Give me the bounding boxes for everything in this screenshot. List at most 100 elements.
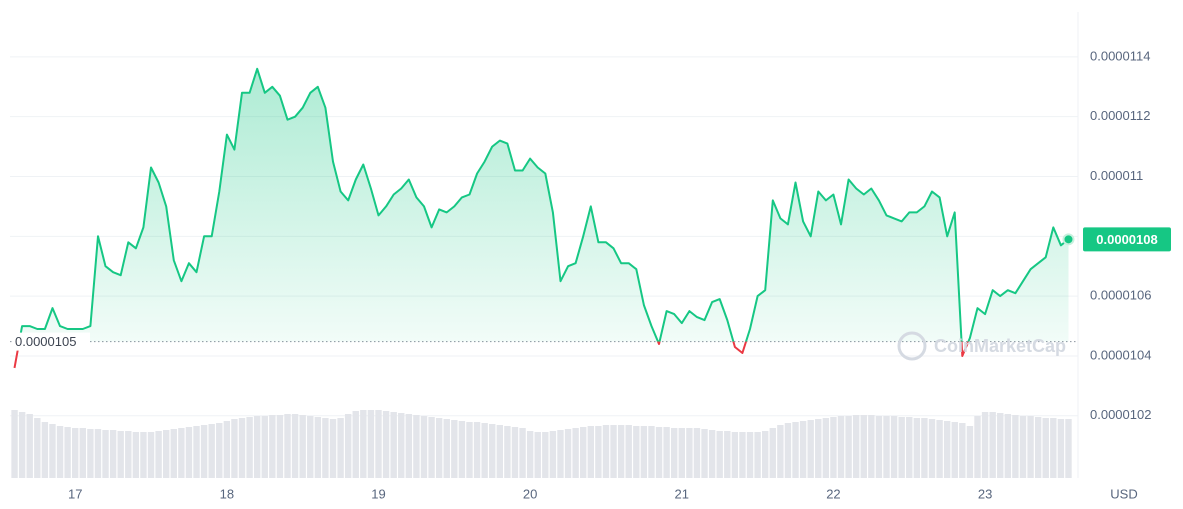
- volume-bar: [132, 432, 140, 478]
- volume-bar: [314, 417, 322, 478]
- volume-bar: [79, 428, 86, 478]
- volume-bar: [443, 419, 450, 478]
- watermark-logo: [897, 331, 927, 361]
- volume-bar: [140, 432, 147, 478]
- volume-bar: [671, 428, 678, 478]
- volume-bar: [549, 431, 557, 478]
- volume-bar: [489, 424, 496, 478]
- volume-bar: [26, 414, 33, 478]
- volume-bar: [663, 427, 670, 478]
- volume-bar: [109, 430, 117, 478]
- x-tick-label: 19: [371, 486, 385, 501]
- volume-bar: [200, 425, 208, 478]
- volume-bar: [162, 430, 170, 478]
- y-tick-label: 0.0000104: [1090, 347, 1151, 362]
- volume-bar: [731, 432, 739, 478]
- volume-bar: [382, 411, 390, 478]
- volume-bar: [504, 426, 511, 478]
- volume-bar: [94, 429, 102, 478]
- volume-bar: [344, 414, 352, 478]
- price-line-up: [18, 67, 1070, 342]
- volume-bar: [936, 420, 943, 478]
- volume-bar: [307, 416, 314, 478]
- volume-bar: [534, 432, 541, 478]
- volume-bar: [435, 418, 443, 478]
- volume-bar: [875, 416, 883, 478]
- volume-bar: [799, 421, 807, 478]
- volume-bar: [269, 415, 276, 478]
- volume-bar: [989, 412, 996, 478]
- volume-bar: [959, 423, 966, 478]
- y-tick-label: 0.000011: [1090, 168, 1143, 183]
- volume-bar: [56, 426, 64, 478]
- volume-bar: [716, 431, 723, 478]
- volume-bar: [1034, 417, 1042, 478]
- volume-bar: [913, 418, 921, 478]
- volume-bar: [246, 417, 253, 478]
- volume-bar: [655, 427, 663, 478]
- volume-bar: [1042, 418, 1049, 478]
- volume-bar: [792, 422, 799, 478]
- volume-bar: [398, 413, 405, 478]
- volume-bar: [951, 422, 958, 478]
- volume-bar: [572, 428, 579, 478]
- volume-bar: [155, 431, 162, 478]
- volume-bar: [238, 418, 246, 478]
- volume-bar: [322, 418, 329, 478]
- volume-bar: [49, 424, 56, 478]
- volume-bar: [974, 416, 981, 478]
- volume-bar: [580, 427, 587, 478]
- volume-bar: [329, 419, 337, 478]
- volume-bar: [761, 431, 769, 478]
- last-point: [1062, 233, 1075, 246]
- volume-bar: [777, 425, 784, 478]
- y-tick-label: 0.0000114: [1090, 48, 1151, 63]
- volume-bar: [807, 420, 814, 478]
- volume-bar: [617, 425, 625, 478]
- volume-bar: [754, 432, 761, 478]
- x-tick-label: 18: [220, 486, 234, 501]
- volume-bar: [496, 425, 504, 478]
- x-tick-label: 23: [978, 486, 992, 501]
- volume-bar: [337, 418, 344, 478]
- volume-bar: [405, 414, 413, 478]
- volume-bar: [678, 428, 685, 478]
- volume-bar: [1057, 419, 1065, 478]
- volume-bar: [511, 427, 519, 478]
- volume-bar: [18, 412, 26, 478]
- volume-bar: [208, 424, 215, 478]
- volume-bar: [784, 423, 792, 478]
- volume-bar: [822, 418, 830, 478]
- volume-bar: [746, 432, 754, 478]
- volume-bar: [147, 432, 155, 478]
- volume-bar: [1004, 414, 1012, 478]
- volume-bar: [648, 426, 655, 478]
- watermark: CoinMarketCap: [934, 336, 1066, 356]
- volume-bar: [686, 428, 693, 478]
- volume-bar: [602, 425, 610, 478]
- volume-bar: [981, 412, 989, 478]
- reference-label: 0.0000105: [15, 334, 76, 349]
- volume-bar: [587, 426, 595, 478]
- volume-bar: [1012, 415, 1019, 478]
- volume-bar: [360, 410, 367, 478]
- volume-bar: [41, 422, 49, 478]
- volume-bar: [860, 415, 867, 478]
- volume-bar: [170, 429, 177, 478]
- volume-bar: [943, 421, 951, 478]
- volume-bar: [11, 410, 18, 478]
- volume-bar: [890, 416, 898, 478]
- volume-bar: [185, 427, 193, 478]
- volume-bar: [837, 416, 845, 478]
- volume-bar: [701, 429, 708, 478]
- volume-bar: [830, 417, 837, 478]
- volume-bar: [420, 416, 428, 478]
- volume-bar: [72, 428, 79, 478]
- reference-label-bg: [12, 332, 90, 351]
- volume-bar: [966, 426, 974, 478]
- volume-bar: [815, 419, 822, 478]
- volume-bar: [845, 416, 852, 478]
- volume-bar: [390, 412, 397, 478]
- volume-bar: [352, 411, 359, 478]
